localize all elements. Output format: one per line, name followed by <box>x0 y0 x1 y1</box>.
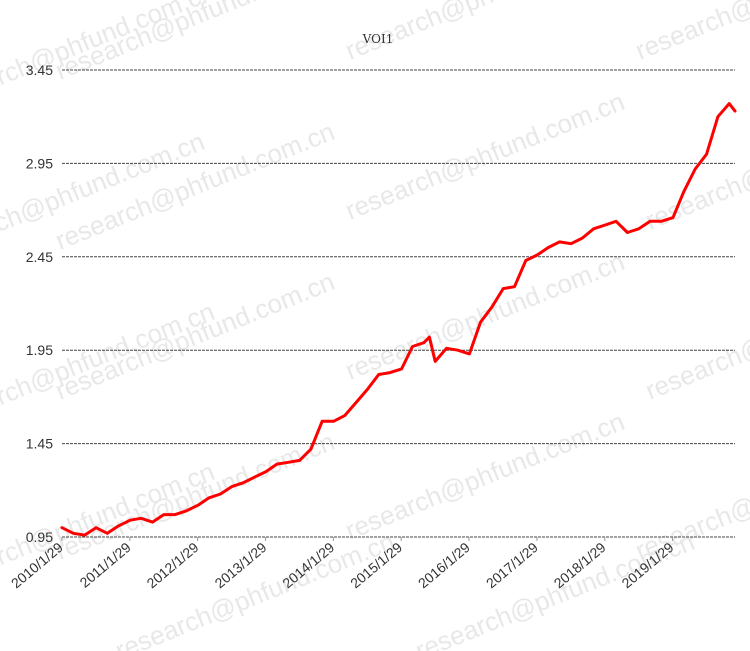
x-tick-label: 2017/1/29 <box>483 539 541 591</box>
y-tick-label: 3.45 <box>26 62 53 78</box>
x-tick-label: 2012/1/29 <box>144 539 202 591</box>
gridlines <box>62 69 735 538</box>
watermark-text: research@phfund.com.cn <box>631 0 750 66</box>
y-tick-label: 1.45 <box>26 436 53 452</box>
watermark-text: research@phfund.com.cn <box>51 0 339 86</box>
y-axis-ticks: 0.95 1.45 1.95 2.45 2.95 3.45 <box>26 62 53 545</box>
y-tick-label: 0.95 <box>26 529 53 545</box>
chart-title: VOI1 <box>362 32 394 46</box>
y-tick-label: 1.95 <box>26 342 53 358</box>
series-line <box>60 102 737 537</box>
watermark-text: research@phfund.com.cn <box>51 266 339 405</box>
y-tick-label: 2.95 <box>26 155 53 171</box>
x-tick-label: 2016/1/29 <box>415 539 473 591</box>
y-tick-label: 2.45 <box>26 249 53 265</box>
watermark-text: research@phfund.com.cn <box>641 96 750 235</box>
watermark-text: research@phfund.com.cn <box>411 526 699 651</box>
watermark-text: research@phfund.com.cn <box>641 266 750 405</box>
watermark-text: research@phfund.com.cn <box>341 406 629 545</box>
watermark-text: research@phfund.com.cn <box>341 86 629 225</box>
series-layer <box>60 102 737 537</box>
